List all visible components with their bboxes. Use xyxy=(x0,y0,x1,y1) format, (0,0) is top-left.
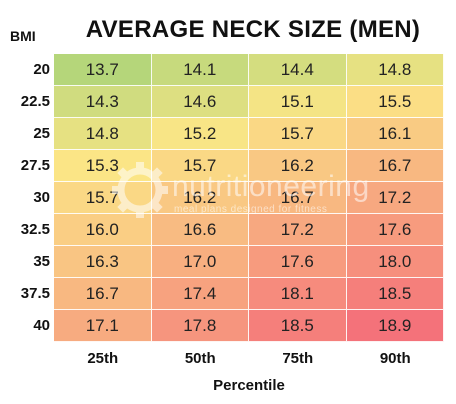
heatmap-cell: 17.2 xyxy=(346,182,444,214)
heatmap-cell: 17.1 xyxy=(54,310,152,342)
heatmap-cell: 14.6 xyxy=(151,86,249,118)
row-label: 35 xyxy=(33,253,50,270)
column-label: 75th xyxy=(282,350,314,367)
column-label: 25th xyxy=(87,350,119,367)
heatmap-cell: 15.3 xyxy=(54,150,152,182)
heatmap-cell: 15.5 xyxy=(346,86,444,118)
x-axis-label: Percentile xyxy=(213,377,285,394)
heatmap-cell: 14.4 xyxy=(249,54,347,86)
heatmap-cell: 14.8 xyxy=(346,54,444,86)
row-label: 22.5 xyxy=(20,93,50,110)
heatmap-cell: 16.1 xyxy=(346,118,444,150)
heatmap-cell: 16.7 xyxy=(249,182,347,214)
heatmap-cell: 16.2 xyxy=(151,182,249,214)
row-label: 37.5 xyxy=(20,285,50,302)
heatmap-cell: 16.7 xyxy=(54,278,152,310)
row-label: 40 xyxy=(33,317,50,334)
heatmap-cell: 16.2 xyxy=(249,150,347,182)
heatmap-cell: 17.6 xyxy=(249,246,347,278)
y-axis-label: BMI xyxy=(10,28,36,44)
row-label: 30 xyxy=(33,189,50,206)
row-label: 20 xyxy=(33,61,50,78)
column-label: 50th xyxy=(184,350,216,367)
heatmap-grid: 13.7 14.1 14.4 14.8 14.3 14.6 15.1 15.5 14.8 15.2… xyxy=(54,54,444,342)
heatmap-cell: 15.2 xyxy=(151,118,249,150)
column-label: 90th xyxy=(379,350,411,367)
heatmap-cell: 15.7 xyxy=(151,150,249,182)
heatmap-cell: 16.7 xyxy=(346,150,444,182)
heatmap-cell: 15.7 xyxy=(54,182,152,214)
heatmap-cell: 18.1 xyxy=(249,278,347,310)
heatmap-cell: 15.7 xyxy=(249,118,347,150)
row-label: 32.5 xyxy=(20,221,50,238)
chart-title: AVERAGE NECK SIZE (MEN) xyxy=(85,16,421,43)
heatmap-cell: 17.0 xyxy=(151,246,249,278)
heatmap-cell: 18.5 xyxy=(249,310,347,342)
heatmap-cell: 18.9 xyxy=(346,310,444,342)
heatmap-cell: 17.6 xyxy=(346,214,444,246)
heatmap-cell: 14.1 xyxy=(151,54,249,86)
heatmap-cell: 17.8 xyxy=(151,310,249,342)
heatmap-cell: 14.8 xyxy=(54,118,152,150)
row-label: 27.5 xyxy=(20,157,50,174)
heatmap-cell: 18.5 xyxy=(346,278,444,310)
heatmap-cell: 18.0 xyxy=(346,246,444,278)
heatmap-cell: 13.7 xyxy=(54,54,152,86)
heatmap-cell: 17.2 xyxy=(249,214,347,246)
heatmap-cell: 16.0 xyxy=(54,214,152,246)
heatmap-cell: 16.3 xyxy=(54,246,152,278)
heatmap-cell: 17.4 xyxy=(151,278,249,310)
heatmap-cell: 15.1 xyxy=(249,86,347,118)
row-label: 25 xyxy=(33,125,50,142)
heatmap-cell: 16.6 xyxy=(151,214,249,246)
heatmap-cell: 14.3 xyxy=(54,86,152,118)
